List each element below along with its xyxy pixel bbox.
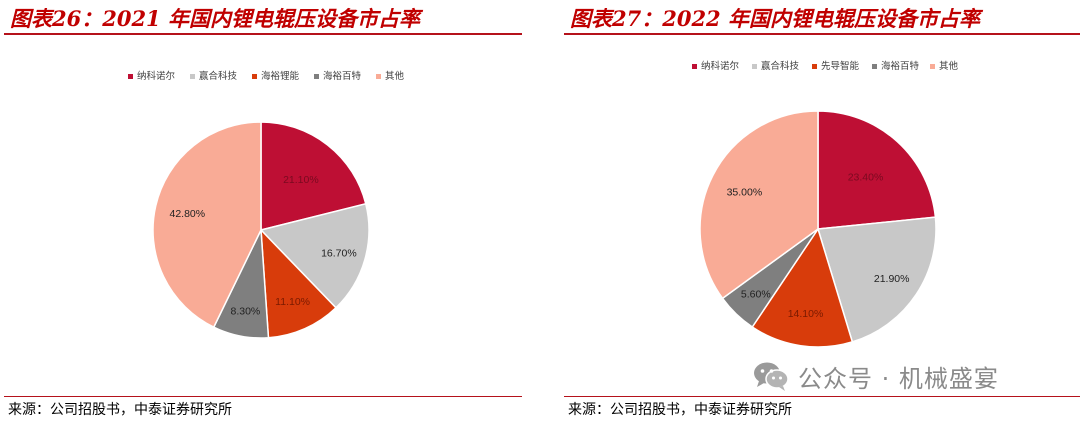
slice-label: 23.40%	[848, 172, 884, 184]
legend-swatch	[314, 74, 319, 79]
pie-slice	[259, 202, 370, 309]
legend-label: 先导智能	[821, 60, 860, 72]
slice-label: 21.90%	[874, 273, 910, 285]
legend-swatch	[752, 64, 757, 69]
legend-swatch	[872, 64, 877, 69]
slice-label: 5.60%	[741, 289, 771, 301]
slice-label: 8.30%	[231, 306, 261, 318]
wechat-icon	[754, 362, 789, 391]
pie-slice	[817, 110, 937, 230]
legend-label: 纳科诺尔	[701, 60, 740, 72]
slice-label: 42.80%	[169, 208, 205, 220]
slice-label: 21.10%	[283, 174, 319, 186]
legend-label: 海裕百特	[881, 60, 920, 72]
legend-swatch	[128, 74, 133, 79]
legend-item: 其他	[930, 60, 959, 72]
slice-label: 16.70%	[321, 247, 357, 259]
right-title-bar: 图表27：2022 年国内锂电辊压设备市占率	[564, 0, 1080, 35]
slice-label: 35.00%	[727, 187, 763, 199]
left-source-divider	[4, 396, 522, 397]
legend-label: 赢合科技	[761, 60, 800, 72]
legend-swatch	[692, 64, 697, 69]
right-chart-title: 图表27：2022 年国内锂电辊压设备市占率	[570, 6, 980, 31]
watermark-text: 公众号 · 机械盛宴	[798, 364, 999, 393]
left-pie-chart: 纳科诺尔 赢合科技 海裕锂能 海裕百特 其他 21.10% 16.70% 11.10% 8.30…	[128, 70, 405, 339]
legend-item: 其他	[376, 70, 405, 82]
pie-slice	[817, 216, 937, 343]
pie-slice	[152, 121, 262, 329]
right-source-note: 来源：公司招股书，中泰证券研究所	[568, 402, 792, 418]
pie-slice	[751, 227, 854, 348]
left-chart-panel: 图表26：2021 年国内锂电辊压设备市占率 纳科诺尔 赢合科技 海裕锂能 海裕百特 其…	[0, 0, 522, 423]
slice-label: 11.10%	[275, 296, 310, 308]
legend-item: 纳科诺尔	[128, 70, 176, 82]
legend-swatch	[930, 64, 935, 69]
legend-swatch	[252, 74, 257, 79]
right-pie-chart: 纳科诺尔 赢合科技 先导智能 海裕百特 其他 23.40% 21.90% 14.10% 5.60…	[692, 60, 959, 348]
legend-item: 赢合科技	[752, 60, 800, 72]
legend-item: 纳科诺尔	[692, 60, 740, 72]
pie-slice	[260, 121, 367, 231]
legend-label: 其他	[939, 60, 959, 72]
right-source-divider	[564, 396, 1080, 397]
legend-item: 赢合科技	[190, 70, 238, 82]
watermark: 公众号 · 机械盛宴	[752, 356, 999, 396]
legend-swatch	[812, 64, 817, 69]
legend-item: 先导智能	[812, 60, 860, 72]
legend-label: 纳科诺尔	[137, 70, 176, 82]
pie-slice	[260, 227, 337, 339]
left-source-note: 来源：公司招股书，中泰证券研究所	[8, 402, 232, 418]
legend-item: 海裕百特	[872, 60, 920, 72]
legend-item: 海裕百特	[314, 70, 362, 82]
left-chart-title: 图表26：2021 年国内锂电辊压设备市占率	[10, 6, 420, 31]
legend-item: 海裕锂能	[252, 70, 300, 82]
legend-swatch	[190, 74, 195, 79]
right-chart-panel: 图表27：2022 年国内锂电辊压设备市占率 纳科诺尔 赢合科技 先导智能 海裕百特 其…	[560, 0, 1080, 423]
legend-label: 赢合科技	[199, 70, 238, 82]
legend-label: 其他	[385, 70, 405, 82]
slice-label: 14.10%	[788, 308, 824, 320]
pie-slice	[699, 110, 819, 300]
left-title-bar: 图表26：2021 年国内锂电辊压设备市占率	[4, 0, 522, 35]
legend-label: 海裕锂能	[261, 70, 300, 82]
legend-swatch	[376, 74, 381, 79]
legend-label: 海裕百特	[323, 70, 362, 82]
